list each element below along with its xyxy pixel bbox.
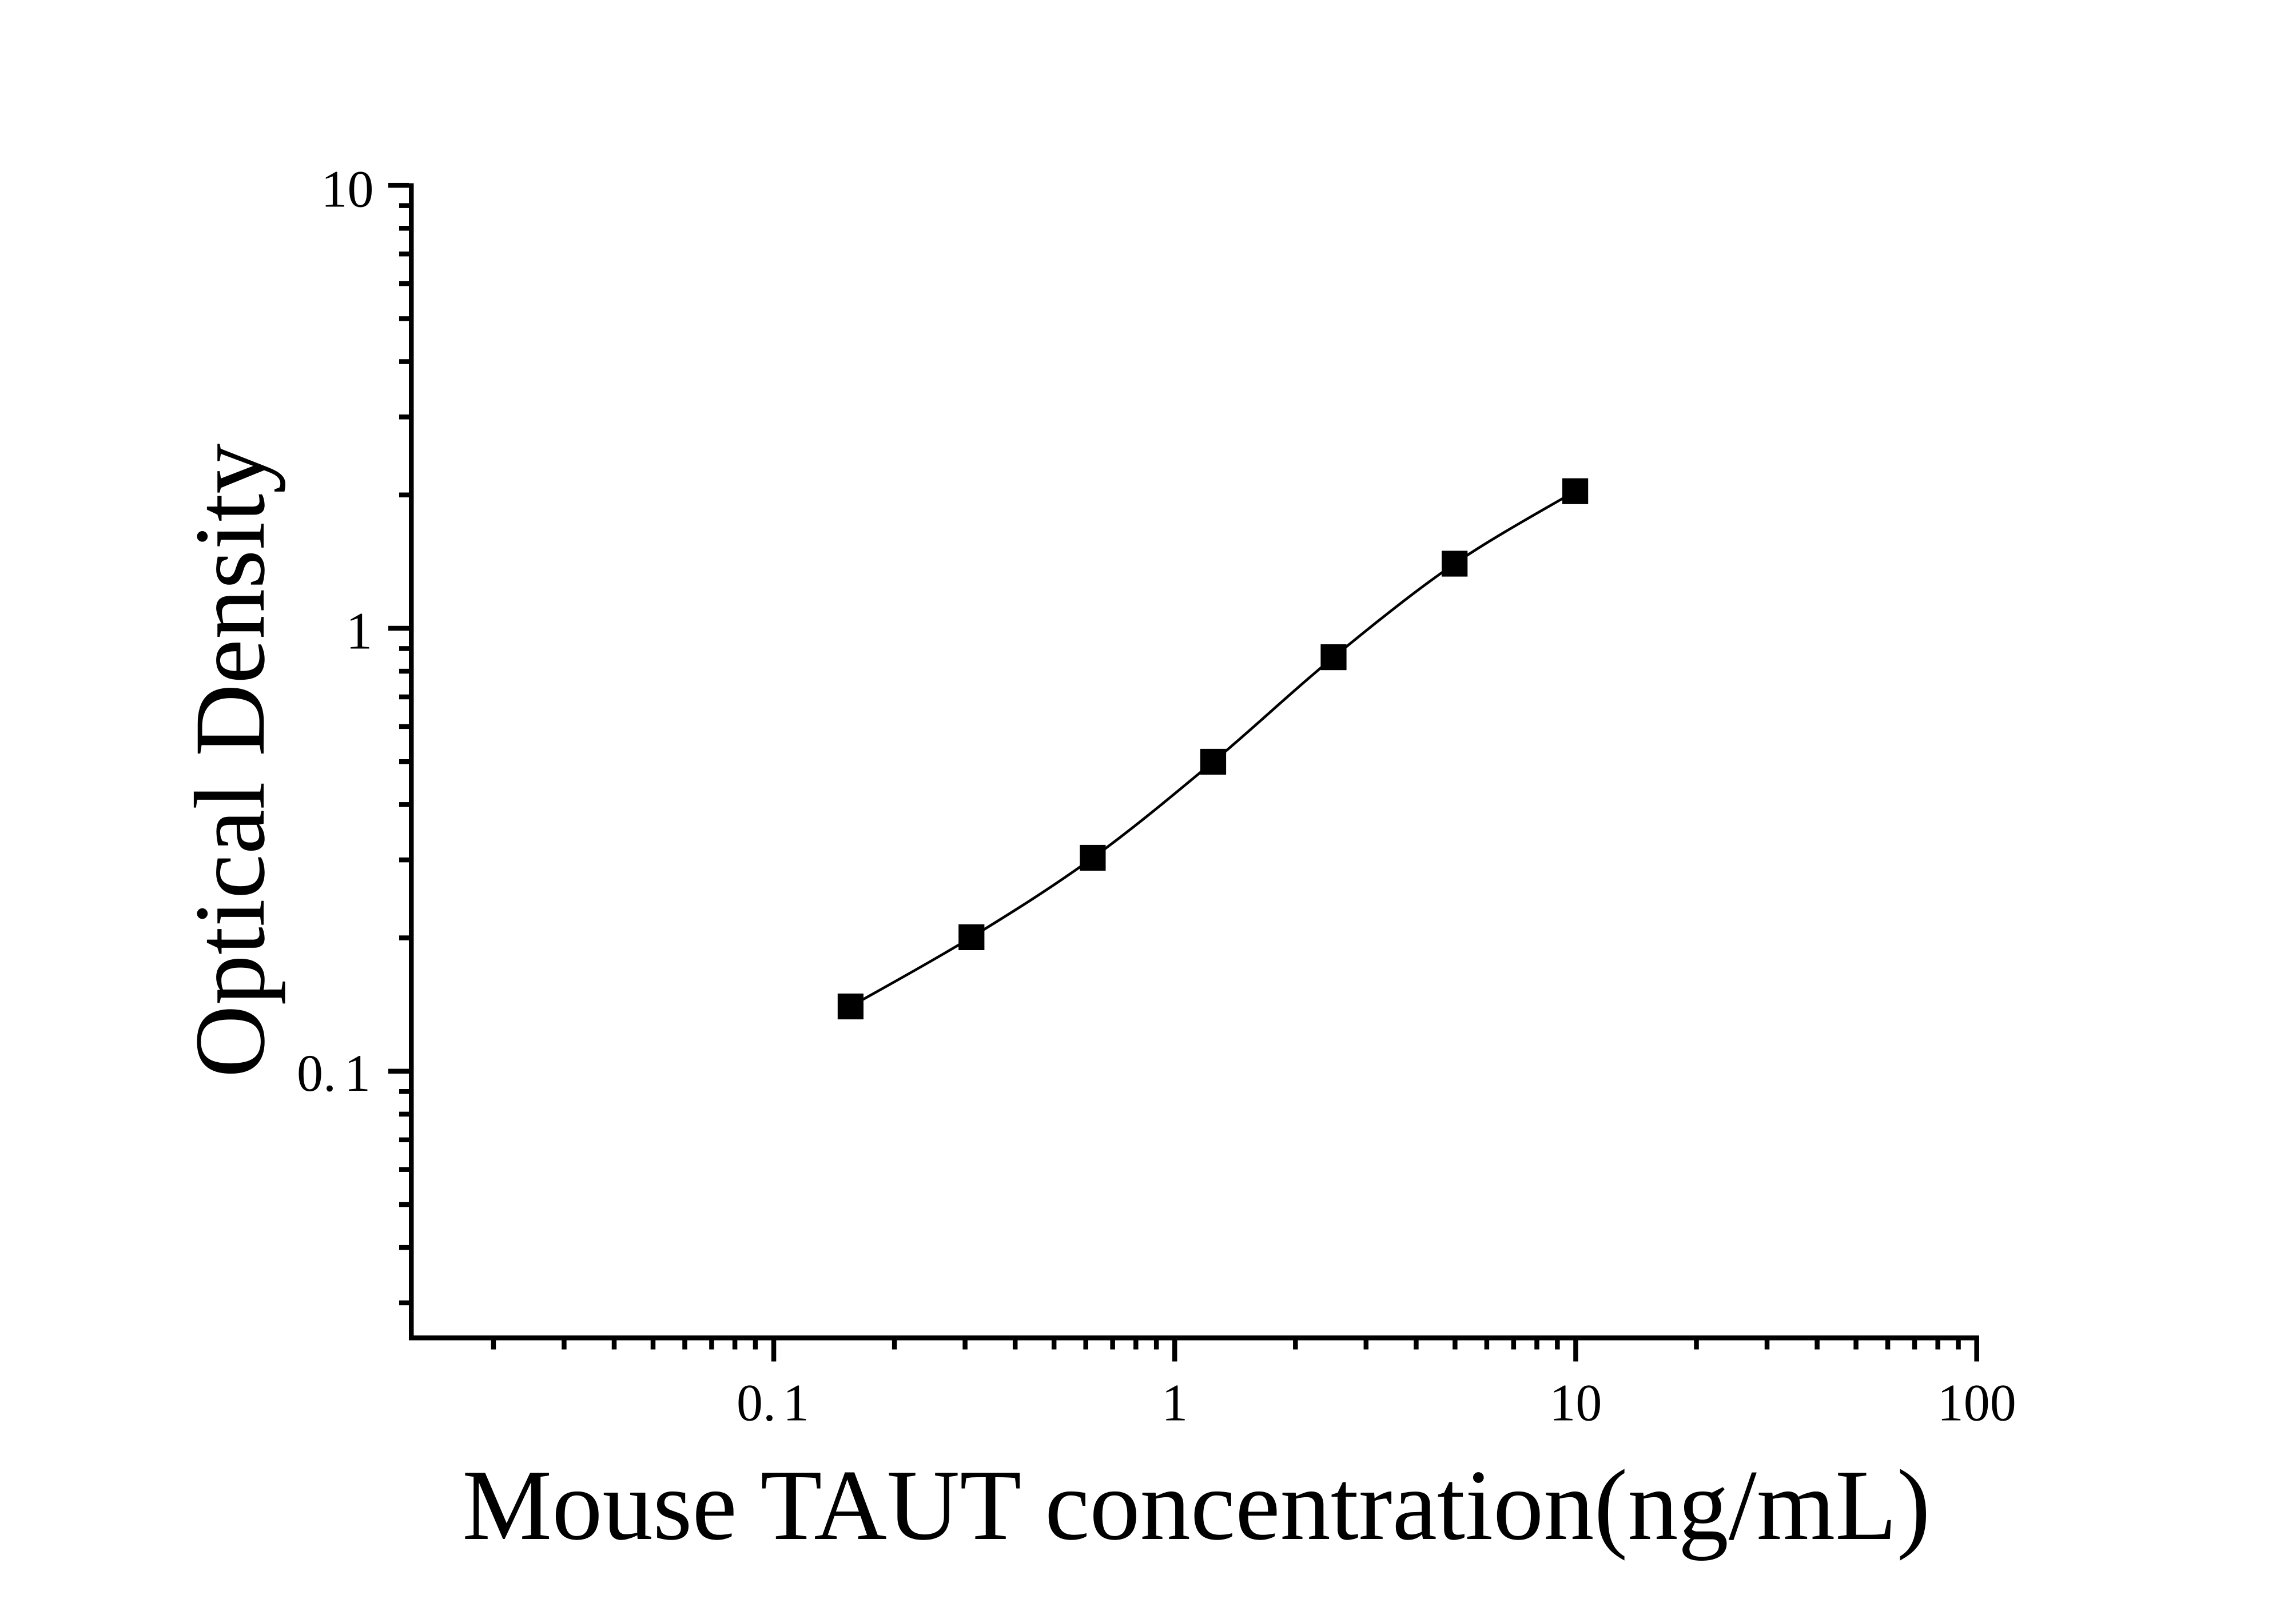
svg-text:0.: 0. (737, 1374, 776, 1432)
svg-text:0.: 0. (297, 1044, 336, 1102)
svg-text:Optical Density: Optical Density (174, 444, 286, 1078)
svg-text:1: 1 (783, 1374, 809, 1432)
svg-text:10: 10 (321, 160, 374, 218)
svg-text:1: 1 (1161, 1374, 1188, 1432)
svg-text:1: 1 (344, 1044, 371, 1102)
svg-text:Mouse TAUT concentration(ng/mL: Mouse TAUT concentration(ng/mL) (462, 1450, 1930, 1561)
svg-text:10: 10 (1549, 1374, 1602, 1432)
svg-text:100: 100 (1937, 1374, 2016, 1432)
svg-text:1: 1 (346, 602, 372, 660)
